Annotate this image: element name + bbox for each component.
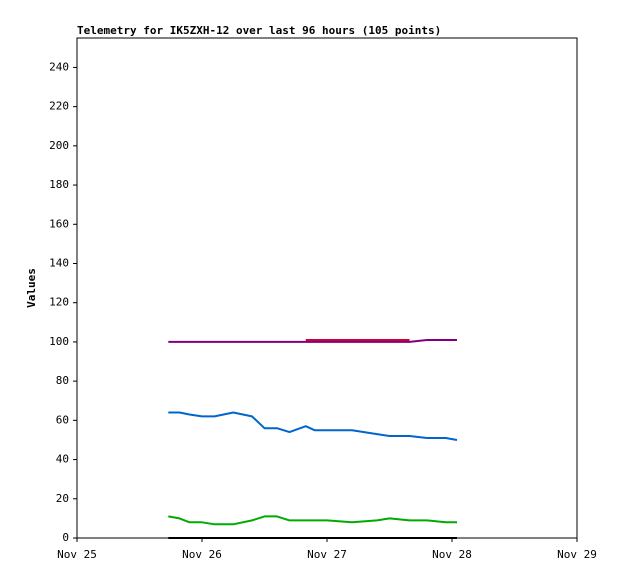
y-tick-label: 220: [49, 100, 69, 113]
x-tick-label: Nov 28: [432, 548, 472, 561]
series-line: [168, 411, 458, 441]
y-tick-label: 100: [49, 335, 69, 348]
y-tick-label: 40: [56, 453, 69, 466]
y-tick-label: 140: [49, 256, 69, 269]
y-tick-label: 240: [49, 60, 69, 73]
y-tick-label: 0: [62, 531, 69, 544]
y-axis-label: Values: [25, 268, 38, 308]
y-tick-label: 180: [49, 178, 69, 191]
x-tick-label: Nov 26: [182, 548, 222, 561]
y-tick-label: 20: [56, 492, 69, 505]
y-tick-label: 120: [49, 296, 69, 309]
x-tick-label: Nov 25: [57, 548, 97, 561]
y-tick-label: 200: [49, 139, 69, 152]
y-tick-label: 80: [56, 374, 69, 387]
plot-frame: [76, 37, 578, 539]
y-tick-label: 160: [49, 217, 69, 230]
y-tick-label: 60: [56, 413, 69, 426]
chart-title: Telemetry for IK5ZXH-12 over last 96 hou…: [77, 24, 441, 37]
series-line: [168, 515, 457, 526]
x-tick-label: Nov 29: [557, 548, 597, 561]
x-tick-label: Nov 27: [307, 548, 347, 561]
series-line: [168, 339, 457, 343]
